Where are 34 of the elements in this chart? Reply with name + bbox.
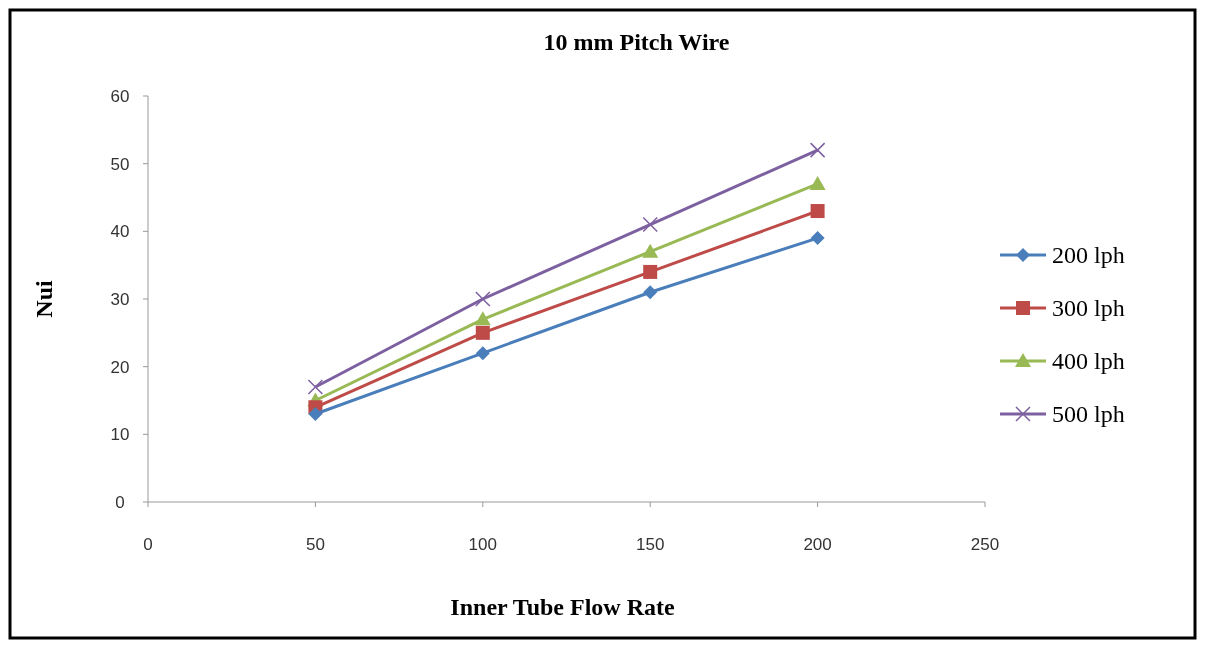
point [474,311,491,326]
y-tick-label: 40 [110,222,130,242]
point [642,216,658,233]
legend-label: 500 lph [1052,401,1125,428]
x-tick-label: 150 [636,535,665,554]
legend-label: 400 lph [1052,348,1125,375]
point [475,346,490,361]
point [307,379,324,395]
chart-title: 10 mm Pitch Wire [543,29,730,55]
point [810,231,825,246]
x-axis-title: Inner Tube Flow Rate [450,594,675,620]
x-tick-label: 100 [468,535,497,554]
point [809,175,826,190]
point [809,142,826,158]
y-tick-label: 0 [115,492,125,512]
x-tick-label: 50 [305,535,325,554]
point [643,264,658,279]
y-tick-label: 10 [110,425,130,445]
legend-label: 200 lph [1052,242,1125,269]
x-tick-label: 200 [803,535,832,554]
point [475,325,490,340]
y-tick-label: 30 [110,289,130,309]
point [643,285,658,300]
point [475,291,491,307]
point [810,204,825,219]
y-axis-title: Nui [31,280,57,318]
legend-label: 300 lph [1052,295,1125,322]
x-tick-label: 250 [970,535,1000,554]
point [642,243,659,258]
x-tick-label: 0 [143,535,153,554]
y-tick-label: 20 [110,357,130,377]
y-tick-label: 50 [110,154,130,174]
y-tick-label: 60 [110,86,130,106]
point [308,407,323,422]
